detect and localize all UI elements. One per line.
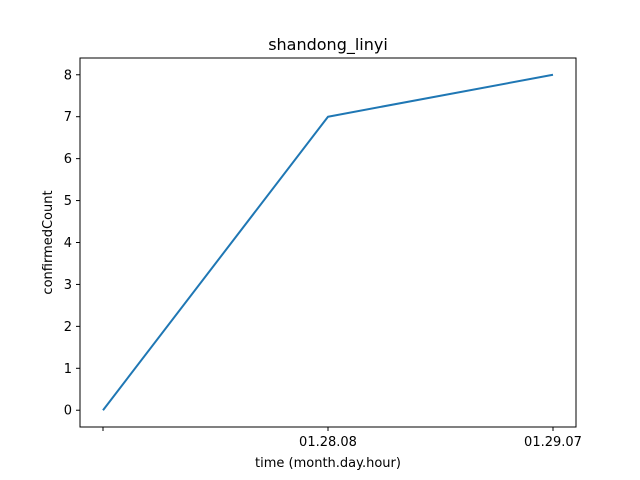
y-tick-label: 7 xyxy=(64,110,72,125)
y-tick-label: 2 xyxy=(64,320,72,335)
series-layer xyxy=(102,73,554,411)
y-tick-label: 6 xyxy=(64,152,72,167)
x-tick-label: 01.28.08 xyxy=(299,435,357,450)
y-tick-label: 5 xyxy=(64,194,72,209)
y-tick-label: 1 xyxy=(64,362,72,377)
chart-title: shandong_linyi xyxy=(268,35,388,55)
x-axis-label: time (month.day.hour) xyxy=(255,456,401,471)
x-tick-label: 01.29.07 xyxy=(524,435,582,450)
y-tick-label: 4 xyxy=(64,236,72,251)
plot-area: 0 1 2 3 4 5 6 7 8 01.28.08 01.29.07 xyxy=(64,57,582,450)
y-tick-label: 0 xyxy=(64,404,72,419)
y-tick-label: 8 xyxy=(64,68,72,83)
axes-frame xyxy=(79,57,577,428)
y-tick-label: 3 xyxy=(64,278,72,293)
series-line xyxy=(102,73,554,411)
y-axis-label: confirmedCount xyxy=(41,190,56,294)
y-axis-ticks: 0 1 2 3 4 5 6 7 8 xyxy=(64,68,80,419)
x-axis-ticks: 01.28.08 01.29.07 xyxy=(102,427,582,450)
